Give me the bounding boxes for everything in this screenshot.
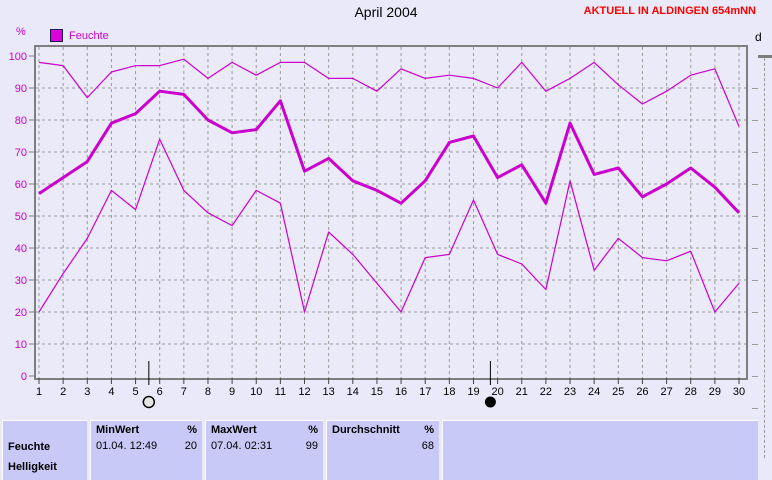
min-datetime: 01.04. 12:49 bbox=[96, 440, 158, 452]
min-value: 20 bbox=[184, 440, 197, 452]
x-axis-day-label: 24 bbox=[588, 386, 600, 398]
y-axis-label: 10 bbox=[15, 339, 27, 351]
x-axis-day-label: 9 bbox=[229, 386, 235, 398]
x-axis-day-label: 11 bbox=[275, 386, 286, 398]
x-axis-day-label: 3 bbox=[84, 386, 90, 398]
x-axis-day-label: 1 bbox=[36, 386, 42, 398]
adjacent-chart-axis-ticks bbox=[752, 88, 758, 448]
series-line-feuchte-mittelwert bbox=[38, 89, 741, 214]
avg-unit: % bbox=[424, 424, 434, 436]
y-axis-label: 90 bbox=[15, 83, 27, 95]
series-line-feuchte-minimum bbox=[38, 138, 740, 313]
x-axis-day-label: 21 bbox=[516, 386, 528, 398]
x-axis-day-label: 8 bbox=[205, 386, 211, 398]
y-axis-label: 70 bbox=[15, 147, 27, 159]
x-axis-day-label: 26 bbox=[636, 386, 648, 398]
adjacent-chart-axis-line bbox=[764, 58, 765, 458]
x-axis-day-label: 12 bbox=[298, 386, 310, 398]
x-axis-day-label: 15 bbox=[371, 386, 383, 398]
x-axis-day-label: 17 bbox=[419, 386, 431, 398]
y-axis-label: 80 bbox=[15, 115, 27, 127]
stats-cell-empty bbox=[442, 420, 758, 480]
sensor-name: Feuchte bbox=[8, 441, 51, 453]
new-moon-icon bbox=[484, 396, 496, 408]
stats-cell-sensor: Feuchte Helligkeit bbox=[2, 420, 87, 480]
max-value: 99 bbox=[305, 440, 318, 452]
min-unit: % bbox=[187, 424, 197, 436]
x-axis-day-label: 10 bbox=[250, 386, 262, 398]
x-axis-day-label: 27 bbox=[660, 386, 672, 398]
page-title: April 2004 bbox=[354, 4, 418, 20]
humidity-chart-frame: 1 2 3 4 5 6 7 8 9 10 11 12 13 14 15 16 17 18 19 20 21 22 23 24 2… bbox=[9, 45, 748, 409]
y-axis-label: 30 bbox=[15, 275, 27, 287]
adjacent-chart-top-border bbox=[758, 55, 772, 58]
x-axis-day-label: 30 bbox=[733, 386, 745, 398]
max-header: MaxWert bbox=[211, 424, 257, 436]
next-sensor-name-clipped: Helligkeit bbox=[8, 461, 57, 473]
y-axis-label: 100 bbox=[9, 51, 27, 63]
max-unit: % bbox=[308, 424, 318, 436]
x-axis-day-label: 18 bbox=[443, 386, 455, 398]
x-axis-day-label: 14 bbox=[347, 386, 359, 398]
x-axis-day-label: 13 bbox=[323, 386, 335, 398]
y-axis-label: 50 bbox=[15, 211, 27, 223]
x-axis-day-label: 19 bbox=[467, 386, 479, 398]
x-axis-day-label: 2 bbox=[60, 386, 66, 398]
x-axis-day-label: 23 bbox=[564, 386, 576, 398]
stats-cell-durchschnitt: Durchschnitt % 68 bbox=[326, 420, 439, 480]
legend-label: Feuchte bbox=[69, 29, 109, 42]
legend-swatch-icon bbox=[50, 29, 63, 42]
station-banner: AKTUELL IN ALDINGEN 654mNN bbox=[583, 5, 756, 17]
y-axis-label: 40 bbox=[15, 243, 27, 255]
avg-value: 68 bbox=[421, 440, 434, 452]
x-axis-day-label: 22 bbox=[540, 386, 552, 398]
x-axis-day-label: 7 bbox=[181, 386, 187, 398]
x-axis-day-label: 5 bbox=[132, 386, 138, 398]
adjacent-panel-partial-label: d bbox=[755, 30, 762, 44]
x-axis-day-label: 25 bbox=[612, 386, 624, 398]
x-axis-day-label: 29 bbox=[709, 386, 721, 398]
y-axis-label: 60 bbox=[15, 179, 27, 191]
min-header: MinWert bbox=[96, 424, 140, 436]
stats-cell-maxwert: MaxWert % 07.04. 02:31 99 bbox=[205, 420, 323, 480]
full-moon-icon bbox=[142, 395, 156, 409]
avg-header: Durchschnitt bbox=[332, 424, 400, 436]
x-axis-day-label: 20 bbox=[491, 386, 503, 398]
stats-cell-minwert: MinWert % 01.04. 12:49 20 bbox=[90, 420, 202, 480]
series-line-feuchte-maximum bbox=[38, 58, 740, 127]
y-axis-unit-label: % bbox=[16, 26, 26, 38]
y-axis-label: 20 bbox=[15, 307, 27, 319]
x-axis-day-label: 28 bbox=[685, 386, 697, 398]
x-axis-day-label: 4 bbox=[108, 386, 114, 398]
y-axis-label: 0 bbox=[21, 371, 27, 383]
x-axis-day-label: 6 bbox=[157, 386, 163, 398]
x-axis-day-label: 16 bbox=[395, 386, 407, 398]
legend: Feuchte bbox=[50, 29, 109, 42]
max-datetime: 07.04. 02:31 bbox=[211, 440, 273, 452]
humidity-chart: 1 2 3 4 5 6 7 8 9 10 11 12 13 14 15 16 17 18 19 20 21 22 23 24 2… bbox=[9, 47, 746, 409]
